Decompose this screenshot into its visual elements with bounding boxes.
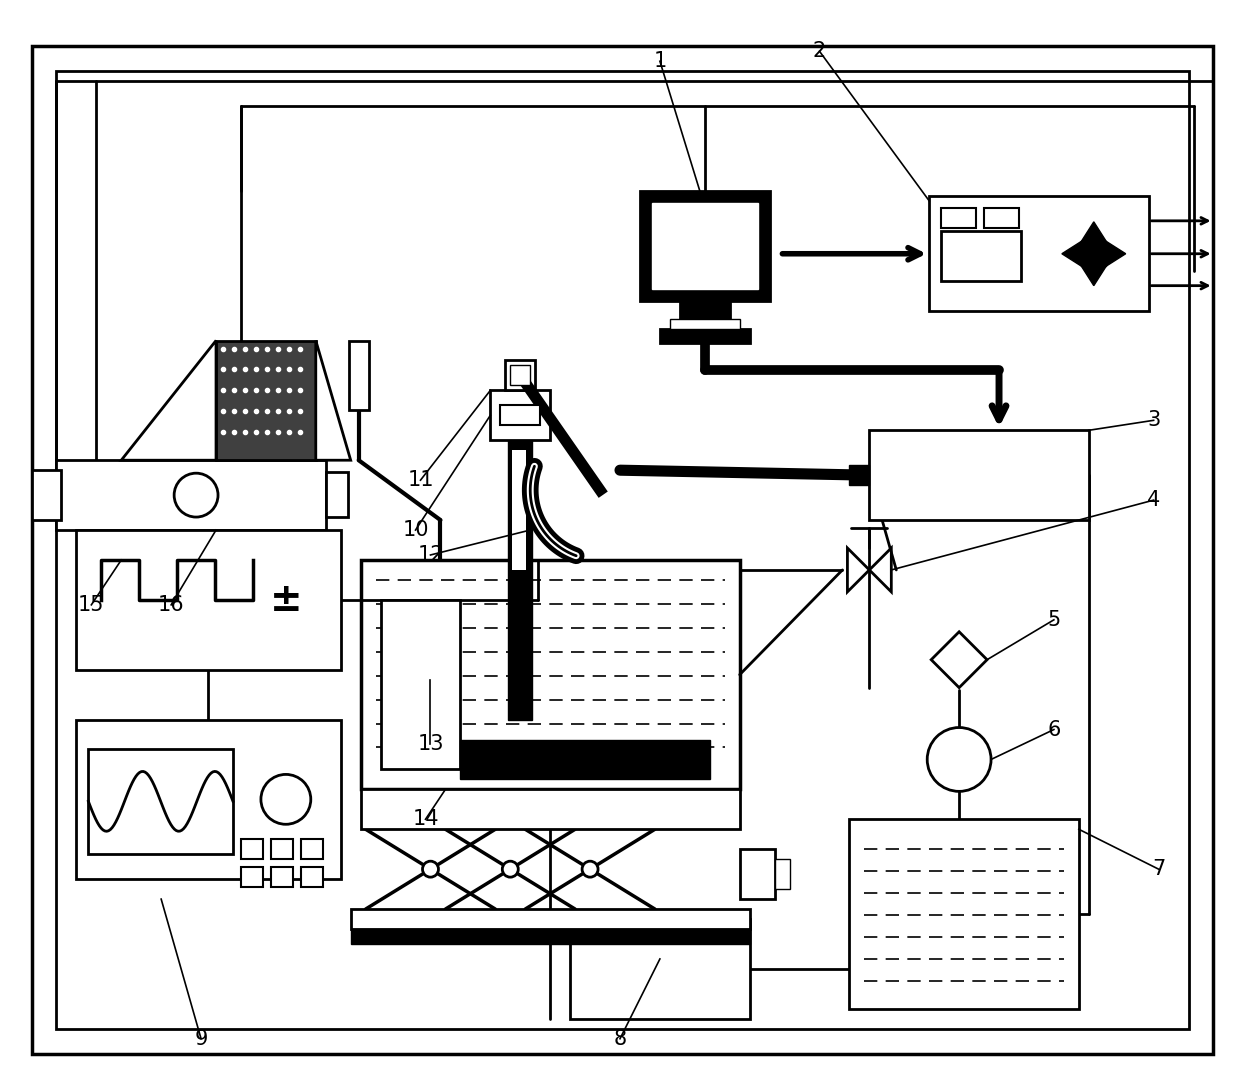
Polygon shape xyxy=(1061,240,1084,268)
Polygon shape xyxy=(316,340,351,460)
Bar xyxy=(929,196,1148,311)
Bar xyxy=(849,820,1079,1009)
Bar xyxy=(351,929,750,944)
Bar xyxy=(348,340,368,410)
Text: 5: 5 xyxy=(1048,609,1060,630)
Bar xyxy=(740,849,775,899)
Bar xyxy=(77,530,341,669)
Text: 9: 9 xyxy=(195,1029,208,1049)
Bar xyxy=(869,431,1089,520)
Text: 6: 6 xyxy=(1048,719,1060,739)
Text: 2: 2 xyxy=(813,41,826,61)
Bar xyxy=(241,868,263,887)
Bar xyxy=(361,560,740,789)
Polygon shape xyxy=(1080,222,1107,244)
Bar xyxy=(640,191,770,301)
Bar xyxy=(381,600,460,770)
Bar xyxy=(301,839,322,859)
Bar xyxy=(361,789,740,829)
Bar xyxy=(270,868,293,887)
Circle shape xyxy=(174,473,218,517)
Bar xyxy=(490,390,551,440)
Bar xyxy=(31,470,62,520)
Bar xyxy=(511,365,531,386)
Circle shape xyxy=(260,774,311,824)
Text: 8: 8 xyxy=(614,1029,626,1049)
Text: 12: 12 xyxy=(417,545,444,565)
Bar xyxy=(1081,242,1106,266)
Circle shape xyxy=(582,861,598,877)
Circle shape xyxy=(502,861,518,877)
Bar xyxy=(216,340,316,460)
Bar xyxy=(351,909,750,929)
Text: 3: 3 xyxy=(1147,410,1161,431)
Bar xyxy=(512,450,526,570)
Bar xyxy=(941,208,976,228)
Bar xyxy=(88,750,233,855)
Bar xyxy=(570,919,750,1019)
Bar xyxy=(849,465,869,485)
Bar xyxy=(270,839,293,859)
Bar xyxy=(652,203,758,289)
Polygon shape xyxy=(869,548,892,592)
Bar xyxy=(326,472,347,517)
Text: 10: 10 xyxy=(402,520,429,540)
Text: 4: 4 xyxy=(1147,490,1161,510)
Polygon shape xyxy=(1104,240,1126,268)
Text: 15: 15 xyxy=(78,595,104,615)
Bar xyxy=(460,739,709,779)
Bar xyxy=(670,318,740,328)
Polygon shape xyxy=(847,548,869,592)
Text: 16: 16 xyxy=(157,595,185,615)
Circle shape xyxy=(928,727,991,791)
Bar xyxy=(985,208,1019,228)
Bar xyxy=(57,460,326,530)
Text: 14: 14 xyxy=(412,809,439,829)
Bar xyxy=(241,839,263,859)
Polygon shape xyxy=(1080,264,1107,286)
Bar xyxy=(941,231,1021,281)
Text: 11: 11 xyxy=(407,470,434,491)
Bar xyxy=(57,71,1189,1029)
Text: 13: 13 xyxy=(417,735,444,754)
Bar xyxy=(508,440,532,719)
Bar xyxy=(660,328,750,342)
Text: 1: 1 xyxy=(653,51,667,71)
Bar xyxy=(500,405,541,425)
Bar xyxy=(505,361,536,390)
Bar xyxy=(775,859,790,889)
Text: 7: 7 xyxy=(1152,859,1166,880)
Polygon shape xyxy=(122,340,216,460)
Circle shape xyxy=(423,861,439,877)
Bar xyxy=(77,719,341,880)
Bar xyxy=(680,301,729,328)
Text: ±: ± xyxy=(269,581,303,619)
Polygon shape xyxy=(931,632,987,688)
Bar xyxy=(301,868,322,887)
